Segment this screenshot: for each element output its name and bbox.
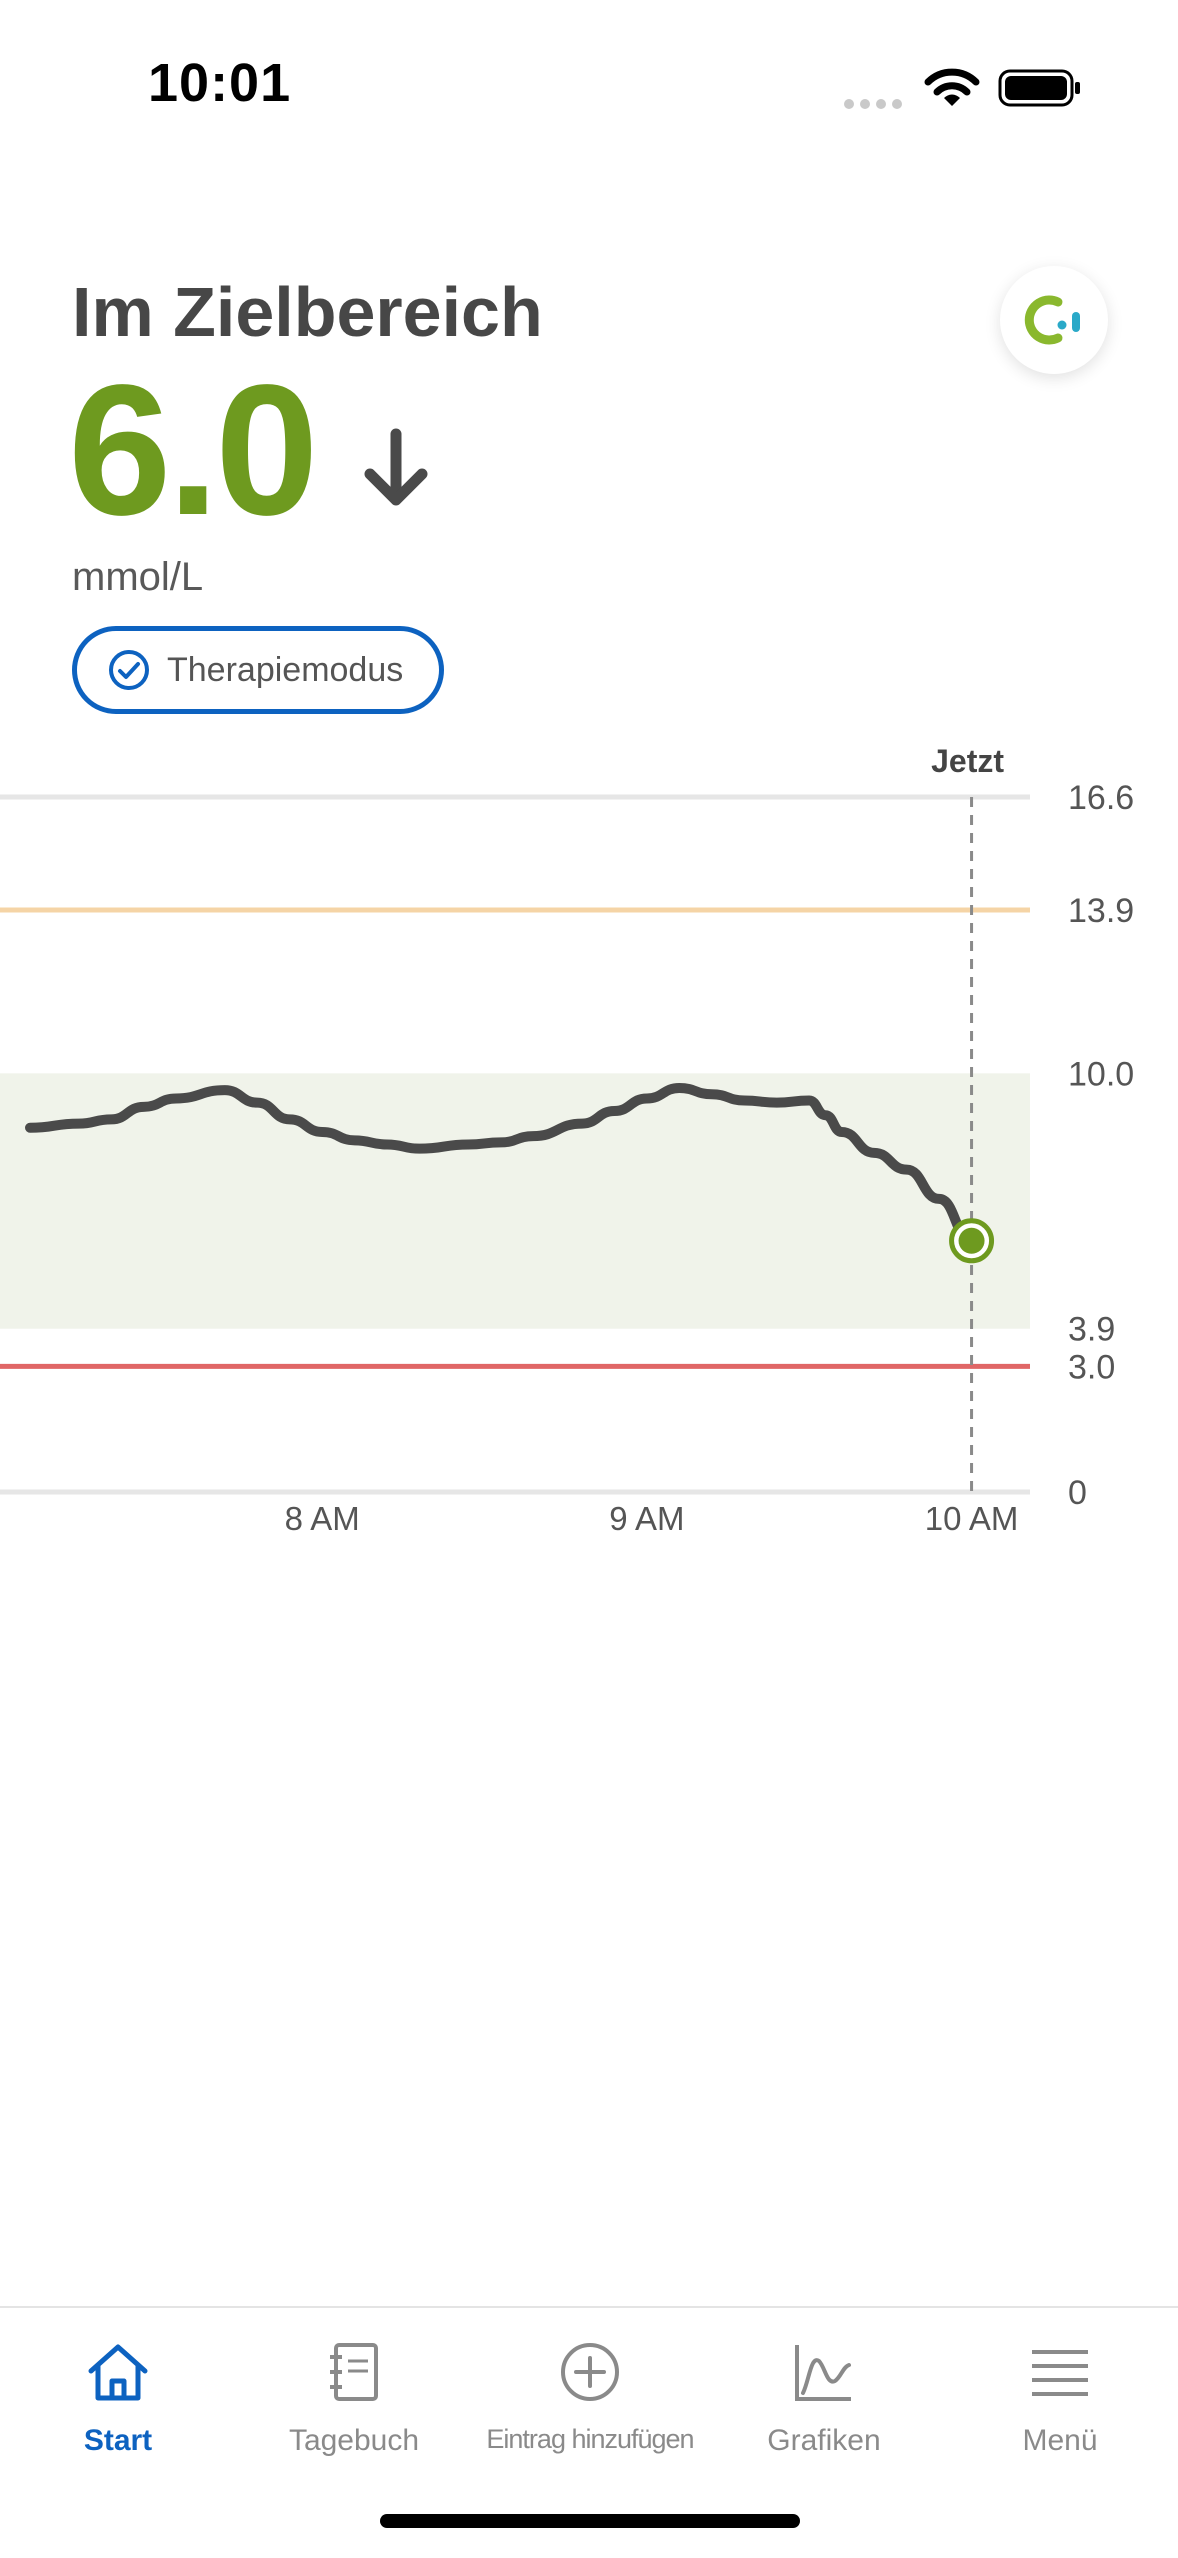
y-tick-label: 3.0 [1068,1348,1115,1386]
tab-add-entry-label: Eintrag hinzufügen [486,2424,694,2454]
y-tick-label: 16.6 [1068,779,1134,817]
app-logo-button[interactable] [1000,266,1108,374]
y-tick-label: 3.9 [1068,1311,1115,1349]
status-time: 10:01 [148,53,292,113]
tab-grafiken-label: Grafiken [767,2424,881,2457]
home-icon [85,2336,151,2408]
libre-logo-icon [1024,295,1080,345]
now-label: Jetzt [931,743,1004,779]
wifi-icon [924,68,980,106]
tab-menu[interactable]: Menü [942,2336,1178,2466]
tab-start-label: Start [83,2424,153,2457]
glucose-chart: Jetzt 16.6 13.9 10.0 3.93.0 0 8 AM 9 AM 10 AM [0,743,1134,1537]
glucose-series-line [25,1082,977,1246]
tab-grafiken[interactable]: Grafiken [706,2336,942,2466]
tab-menu-label: Menü [1022,2424,1098,2457]
arrow-down-icon [364,428,428,506]
therapy-mode-label: Therapiemodus [167,650,404,689]
glucose-value: 6.0 [68,347,319,554]
glucose-status-title: Im Zielbereich [72,273,543,351]
x-tick-label: 9 AM [609,1500,684,1537]
home-indicator [380,2514,800,2528]
glucose-unit: mmol/L [72,555,204,599]
menu-icon [1029,2336,1091,2408]
x-tick-label: 8 AM [285,1500,360,1537]
y-tick-label: 13.9 [1068,892,1134,930]
check-circle-icon [107,648,151,692]
tab-tagebuch[interactable]: Tagebuch [236,2336,472,2466]
current-reading-point [958,1227,985,1254]
signal-dots-icon [844,96,908,114]
tab-add-entry[interactable]: Eintrag hinzufügen [472,2336,708,2466]
battery-icon [998,69,1080,107]
x-tick-label: 10 AM [925,1500,1019,1537]
target-range-band [0,1073,1030,1329]
y-tick-label: 10.0 [1068,1055,1134,1093]
status-bar: 10:01 [0,0,1178,150]
therapy-mode-button[interactable]: Therapiemodus [72,626,444,714]
chart-icon [793,2336,855,2408]
add-circle-icon [559,2336,621,2408]
notebook-icon [326,2336,382,2408]
tab-tagebuch-label: Tagebuch [288,2424,420,2457]
tab-start[interactable]: Start [0,2336,236,2466]
y-tick-label: 0 [1068,1474,1087,1512]
